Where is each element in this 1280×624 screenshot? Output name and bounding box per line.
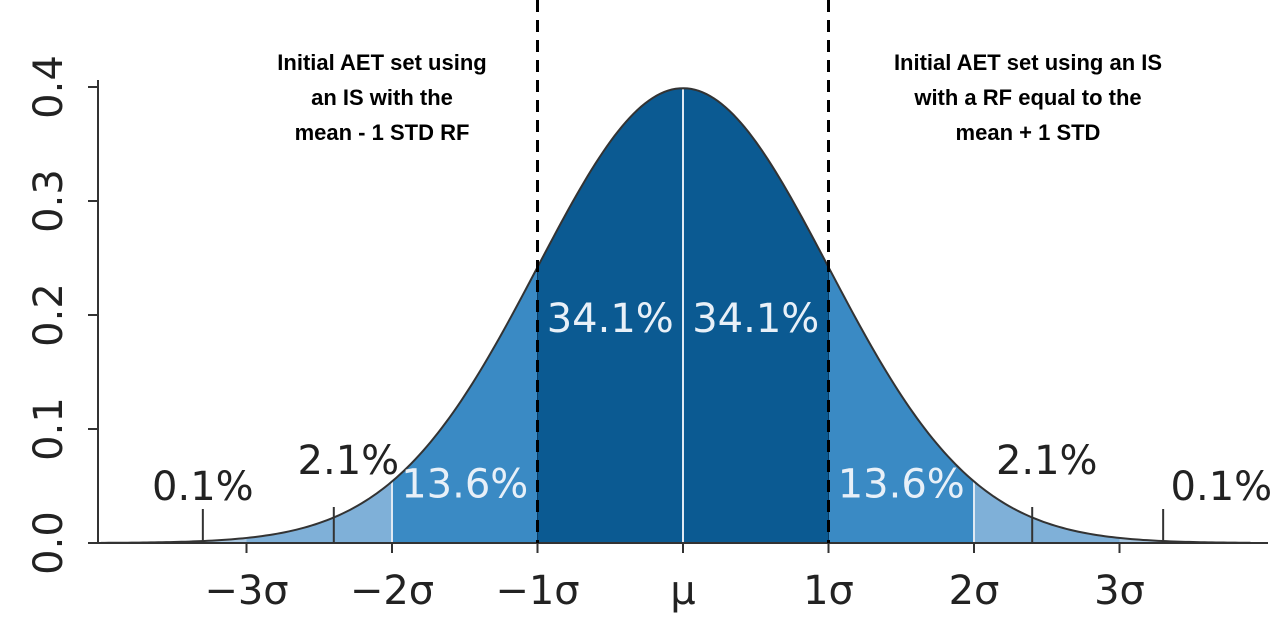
annotation-line: Initial AET set using an IS <box>894 50 1162 75</box>
annotation-line: with a RF equal to the <box>913 85 1141 110</box>
annotation-right: Initial AET set using an IS with a RF equ… <box>894 50 1162 145</box>
x-tick-label: −1σ <box>495 568 579 614</box>
annotation-left: Initial AET set using an IS with the mean … <box>277 50 486 145</box>
band-percent-labels: 13.6% 34.1% 34.1% 13.6% <box>401 296 965 507</box>
x-tick-label: 3σ <box>1094 568 1145 614</box>
x-tick-label: 1σ <box>803 568 854 614</box>
density-curve <box>100 87 1251 544</box>
band-percent-label: 34.1% <box>547 296 674 342</box>
tail-percent-label: 2.1% <box>996 438 1098 484</box>
y-tick-label: 0.2 <box>26 283 72 347</box>
band-percent-label: 13.6% <box>838 461 965 507</box>
band-percent-label: 13.6% <box>401 461 528 507</box>
y-tick-label: 0.4 <box>26 55 72 119</box>
y-tick-label: 0.1 <box>26 397 72 461</box>
band-0 <box>101 537 247 543</box>
tail-percent-labels: 0.1% 2.1% 2.1% 0.1% <box>152 438 1272 543</box>
tail-percent-label: 0.1% <box>1171 464 1273 510</box>
y-tick-label: 0.3 <box>26 169 72 233</box>
annotation-line: an IS with the <box>311 85 453 110</box>
band-7 <box>1119 537 1251 543</box>
tail-percent-label: 0.1% <box>152 464 254 510</box>
x-tick-label: −3σ <box>204 568 288 614</box>
x-tick-label: μ <box>670 568 695 614</box>
band-6 <box>974 481 1120 543</box>
x-tick-label: 2σ <box>949 568 1000 614</box>
tail-percent-label: 2.1% <box>298 438 400 484</box>
sigma-dashed-lines <box>536 0 830 543</box>
annotation-line: mean - 1 STD RF <box>295 120 470 145</box>
band-1 <box>246 481 392 543</box>
band-4 <box>683 88 829 544</box>
band-percent-label: 34.1% <box>692 296 819 342</box>
x-ticks: −3σ −2σ −1σ μ 1σ 2σ 3σ <box>204 543 1145 614</box>
annotation-line: mean + 1 STD <box>956 120 1101 145</box>
y-tick-label: 0.0 <box>26 511 72 575</box>
annotation-line: Initial AET set using <box>277 50 486 75</box>
band-3 <box>537 88 683 544</box>
x-tick-label: −2σ <box>350 568 434 614</box>
y-ticks: 0.0 0.1 0.2 0.3 0.4 <box>26 55 98 575</box>
